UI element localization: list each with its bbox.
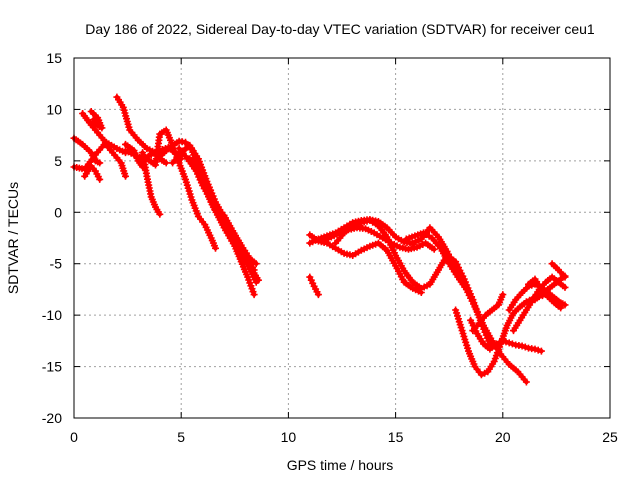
series-markers (122, 140, 147, 171)
series-markers (81, 162, 104, 183)
series-markers (79, 110, 129, 180)
y-axis-label: SDTVAR / TECUs (5, 182, 21, 294)
x-axis-label: GPS time / hours (287, 457, 394, 473)
series-pass-8 (122, 140, 147, 171)
series-pass-15 (192, 161, 260, 268)
x-tick-label: 25 (602, 429, 618, 445)
data-traces (70, 93, 569, 386)
axis-ticks (73, 57, 611, 419)
series-pass-24 (469, 291, 507, 335)
x-tick-label: 10 (281, 429, 297, 445)
series-markers (548, 260, 569, 281)
y-tick-label: 15 (46, 50, 62, 66)
x-tick-label: 0 (70, 429, 78, 445)
series-pass-3 (81, 162, 104, 183)
x-tick-labels: 0 5 10 15 20 25 (70, 429, 618, 445)
series-line (453, 292, 548, 378)
series-markers (87, 108, 106, 132)
x-tick-label: 20 (495, 429, 511, 445)
y-tick-label: -5 (50, 256, 63, 272)
series-line (526, 276, 563, 311)
series-pass-18 (306, 231, 425, 296)
series-markers (452, 291, 550, 379)
y-tick-label: -20 (42, 410, 62, 426)
x-tick-label: 5 (177, 429, 185, 445)
series-markers (192, 161, 260, 268)
plot-frame (73, 57, 611, 419)
series-pass-4 (79, 110, 129, 180)
series-pass-29 (525, 275, 565, 312)
series-markers (525, 275, 565, 312)
y-tick-label: 10 (46, 101, 62, 117)
y-tick-label: -10 (42, 307, 62, 323)
y-tick-labels: -20 -15 -10 -5 0 5 10 15 (42, 50, 62, 426)
y-tick-label: -15 (42, 359, 62, 375)
y-tick-label: 0 (54, 204, 62, 220)
series-pass-28 (548, 260, 569, 281)
y-tick-label: 5 (54, 153, 62, 169)
series-markers (306, 273, 322, 299)
series-pass-23 (467, 316, 545, 355)
series-markers (469, 291, 507, 335)
x-tick-label: 15 (388, 429, 404, 445)
series-pass-5 (87, 108, 106, 132)
chart-title: Day 186 of 2022, Sidereal Day-to-day VTE… (85, 21, 595, 37)
series-pass-16 (306, 273, 322, 299)
